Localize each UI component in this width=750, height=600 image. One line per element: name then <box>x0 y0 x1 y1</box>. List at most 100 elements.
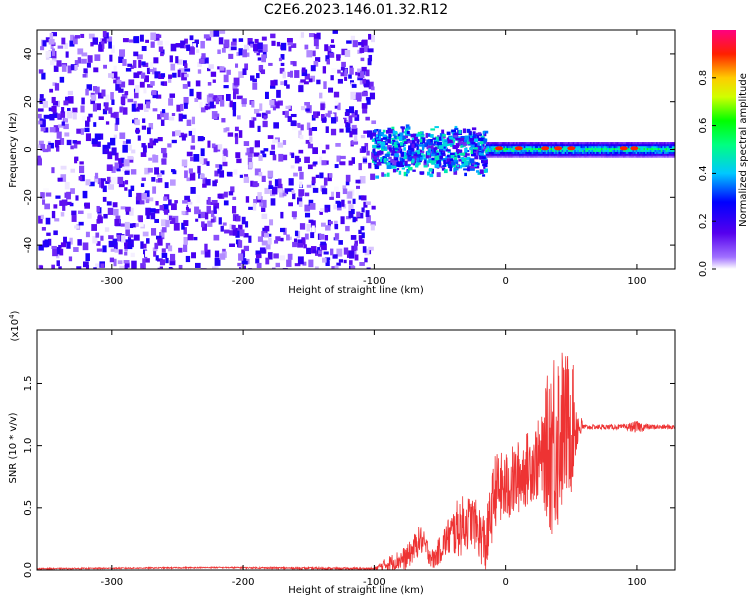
heatmap-cell <box>130 185 135 191</box>
heatmap-cell <box>302 261 307 266</box>
heatmap-cell <box>671 153 675 156</box>
heatmap-cell <box>487 144 490 147</box>
heatmap-cell <box>164 209 169 215</box>
heatmap-cell <box>395 132 398 135</box>
heatmap-cell <box>496 155 500 158</box>
heatmap-cell <box>608 153 612 156</box>
heatmap-cell <box>110 112 117 118</box>
heatmap-cell <box>273 253 279 259</box>
heatmap-cell <box>118 180 125 188</box>
heatmap-cell <box>91 138 98 145</box>
heatmap-cell <box>474 156 479 160</box>
heatmap-cell <box>668 153 671 156</box>
heatmap-cell <box>143 88 147 94</box>
heatmap-cell <box>552 145 555 149</box>
heatmap-cell <box>214 265 219 269</box>
snr-multiplier-label: (x104) <box>8 310 21 341</box>
heatmap-cell <box>332 30 338 34</box>
heatmap-cell <box>200 40 205 49</box>
heatmap-cell <box>618 151 621 154</box>
heatmap-cell <box>230 186 235 193</box>
heatmap-cell <box>632 142 635 145</box>
heatmap-cell <box>201 53 206 59</box>
heatmap-cell <box>112 202 118 208</box>
heatmap-cell <box>342 185 347 189</box>
heatmap-cell <box>593 142 596 145</box>
heatmap-cell <box>210 201 215 205</box>
heatmap-cell <box>630 153 634 156</box>
heatmap-cell <box>580 145 583 149</box>
heatmap-cell <box>425 160 429 165</box>
heatmap-cell <box>536 145 539 149</box>
heatmap-cell <box>256 113 262 117</box>
heatmap-cell <box>378 135 382 140</box>
heatmap-cell <box>506 151 509 154</box>
heatmap-cell <box>571 155 574 158</box>
heatmap-cell <box>200 136 205 141</box>
heatmap-cell <box>613 155 616 158</box>
heatmap-cell <box>293 215 297 220</box>
heatmap-cell <box>280 54 285 60</box>
heatmap-cell <box>416 139 420 143</box>
heatmap-cell <box>176 104 181 112</box>
heatmap-cell <box>304 192 310 197</box>
heatmap-cell <box>645 155 648 158</box>
heatmap-cell <box>660 144 664 147</box>
heatmap-cell <box>615 145 618 149</box>
heatmap-cell <box>634 144 637 147</box>
heatmap-cell <box>561 149 564 152</box>
heatmap-cell <box>607 144 610 147</box>
heatmap-cell <box>667 147 670 151</box>
heatmap-cell <box>325 55 330 62</box>
heatmap-cell <box>638 145 641 149</box>
heatmap-cell <box>345 181 350 186</box>
heatmap-cell <box>303 244 307 249</box>
heatmap-cell <box>308 219 314 223</box>
heatmap-cell <box>129 239 134 248</box>
heatmap-cell <box>168 116 175 121</box>
heatmap-cell <box>645 149 648 152</box>
heatmap-cell <box>301 141 307 145</box>
heatmap-cell <box>142 118 146 123</box>
heatmap-cell <box>203 34 210 39</box>
heatmap-cell <box>472 131 476 136</box>
heatmap-cell <box>533 142 536 145</box>
heatmap-cell <box>102 108 108 115</box>
heatmap-cell <box>250 180 254 187</box>
heatmap-cell <box>593 147 596 151</box>
heatmap-cell <box>196 194 201 203</box>
heatmap-cell <box>436 152 440 156</box>
heatmap-cell <box>393 160 398 166</box>
heatmap-cell <box>102 31 107 38</box>
heatmap-cell <box>288 202 293 207</box>
heatmap-cell <box>96 241 101 246</box>
heatmap-cell <box>401 126 405 130</box>
heatmap-cell <box>610 147 613 151</box>
heatmap-cell <box>442 164 447 168</box>
heatmap-cell <box>454 127 459 131</box>
heatmap-cell <box>248 41 255 45</box>
heatmap-cell <box>492 144 495 147</box>
heatmap-cell <box>212 79 216 83</box>
heatmap-cell <box>340 72 345 77</box>
heatmap-cell <box>588 145 591 149</box>
heatmap-cell <box>500 155 503 158</box>
heatmap-cell <box>80 33 85 38</box>
heatmap-cell <box>407 164 411 167</box>
heatmap-cell <box>352 198 356 204</box>
heatmap-cell <box>558 151 561 154</box>
heatmap-cell <box>572 142 575 145</box>
heatmap-cell <box>272 139 278 144</box>
heatmap-cell <box>375 134 379 138</box>
heatmap-cell <box>487 155 490 158</box>
heatmap-cell <box>232 196 237 200</box>
heatmap-cell <box>471 127 477 131</box>
heatmap-cell <box>329 196 334 200</box>
heatmap-cell <box>618 145 621 149</box>
heatmap-cell <box>503 147 506 151</box>
heatmap-cell <box>537 155 541 158</box>
heatmap-cell <box>209 30 215 38</box>
heatmap-cell <box>243 245 250 252</box>
heatmap-cell <box>107 151 113 160</box>
heatmap-cell <box>574 142 577 145</box>
